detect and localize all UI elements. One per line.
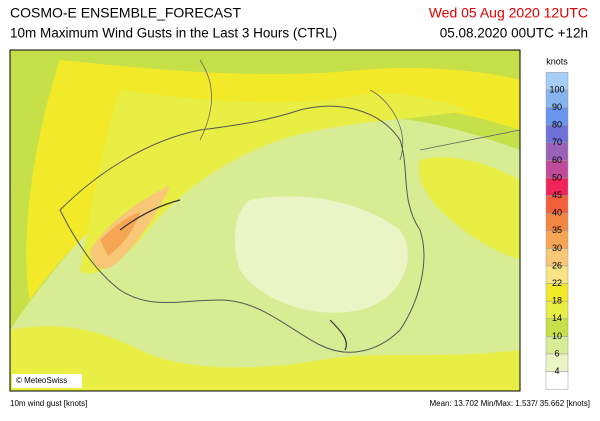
legend-label: 22 xyxy=(552,278,562,288)
legend-label: 30 xyxy=(552,243,562,253)
run-time: 05.08.2020 00UTC +12h xyxy=(440,26,588,41)
legend-title: knots xyxy=(546,56,568,66)
legend-label: 80 xyxy=(552,120,562,130)
valid-time: Wed 05 Aug 2020 12UTC xyxy=(429,5,588,21)
legend-label: 60 xyxy=(552,155,562,165)
footer-left: 10m wind gust [knots] xyxy=(10,399,87,408)
legend-label: 35 xyxy=(552,225,562,235)
legend: 100 90 80 70 60 50 45 40 35 30 26 22 18 14 10 6 4 xyxy=(545,72,569,390)
legend-label: 100 xyxy=(549,84,564,94)
legend-label: 90 xyxy=(552,102,562,112)
legend-label: 6 xyxy=(554,348,559,358)
legend-label: 18 xyxy=(552,296,562,306)
legend-label: 14 xyxy=(552,313,562,323)
subtitle: 10m Maximum Wind Gusts in the Last 3 Hou… xyxy=(10,26,337,41)
legend-label: 50 xyxy=(552,172,562,182)
legend-label: 40 xyxy=(552,208,562,218)
legend-label: 45 xyxy=(552,190,562,200)
footer-right: Mean: 13.702 Min/Max: 1.537/ 35.662 [kno… xyxy=(429,399,590,408)
legend-label: 10 xyxy=(552,331,562,341)
credit: © MeteoSwiss xyxy=(16,376,67,385)
map xyxy=(10,50,520,391)
legend-label: 4 xyxy=(554,366,559,376)
map-frame xyxy=(9,49,521,392)
credit-box xyxy=(12,374,82,388)
legend-swatch xyxy=(545,371,569,390)
legend-label: 70 xyxy=(552,137,562,147)
legend-label: 26 xyxy=(552,260,562,270)
title: COSMO-E ENSEMBLE_FORECAST xyxy=(10,5,241,21)
